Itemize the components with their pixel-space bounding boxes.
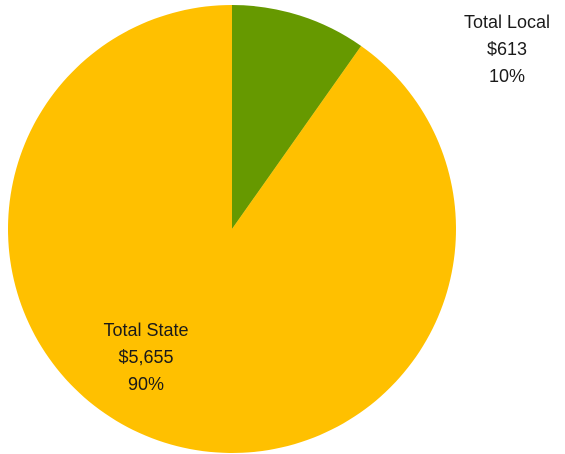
- label-total-state: Total State $5,655 90%: [103, 320, 188, 394]
- slice-label-state-percent: 90%: [128, 374, 164, 394]
- pie-slice-local: [232, 5, 362, 229]
- pie-slices: [8, 5, 457, 453]
- slice-label-state-value: $5,655: [118, 347, 173, 367]
- slice-label-local-value: $613: [487, 39, 527, 59]
- pie-slice-state: [8, 5, 457, 453]
- label-total-local: Total Local $613 10%: [464, 12, 550, 86]
- slice-label-state-name: Total State: [103, 320, 188, 340]
- slice-label-local-percent: 10%: [489, 66, 525, 86]
- slice-label-local-name: Total Local: [464, 12, 550, 32]
